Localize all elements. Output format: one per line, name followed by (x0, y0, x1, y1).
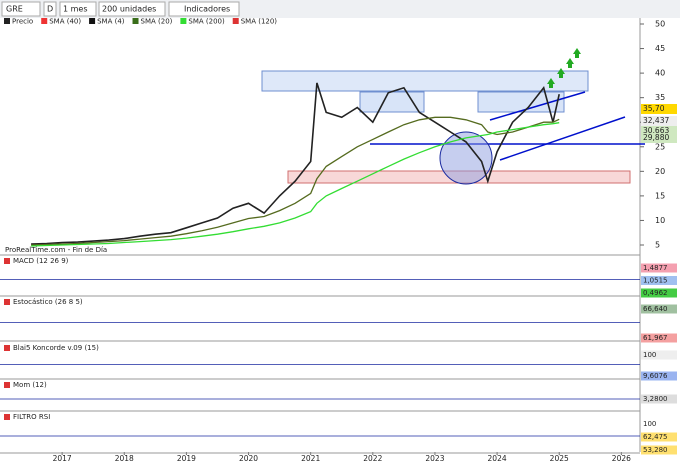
panel-label: FILTRO RSI (13, 413, 50, 421)
arrows (547, 48, 581, 88)
x-tick-label: 2026 (612, 454, 631, 463)
x-tick-label: 2017 (53, 454, 72, 463)
panel-value-box (641, 288, 677, 298)
zone (477, 91, 565, 113)
legend-label: SMA (20) (141, 18, 173, 26)
price-tag (641, 133, 677, 143)
channel (489, 91, 586, 121)
watermark: ProRealTime.com - Fin de Día (5, 246, 107, 254)
panel-value: 61,967 (643, 334, 668, 342)
legend-swatch (180, 18, 187, 24)
legend-swatch (4, 18, 10, 24)
panel-value: 3,2800 (643, 395, 668, 403)
y-tick-label: 40 (655, 69, 665, 78)
panel-value-box (641, 432, 677, 442)
price-tag-label: 30,663 (643, 126, 669, 135)
circle (439, 131, 493, 185)
panel-value-box (641, 350, 677, 360)
panel-value-box (641, 445, 677, 455)
plot: 5045403530252015105201720182019202020212… (31, 20, 677, 463)
panel-value: 1,4877 (643, 264, 668, 272)
legend-label: Precio (12, 18, 33, 26)
price-tag-label: 29,880 (643, 133, 669, 142)
btn-label: 200 unidades (102, 5, 156, 14)
y-tick-label: 45 (655, 44, 665, 53)
y-tick-label: 5 (655, 241, 660, 250)
price-tag-label: 35,70 (643, 104, 665, 113)
y-tick-label: 10 (655, 216, 665, 225)
panel-label: MACD (12 26 9) (13, 257, 69, 265)
panel-icon (4, 414, 10, 420)
legend-swatch (89, 18, 96, 24)
panel-value-box (641, 419, 677, 429)
panel-icon (4, 299, 10, 305)
btn-label: D (47, 5, 53, 14)
btn[interactable] (168, 1, 240, 17)
legend-swatch (232, 18, 239, 24)
panel-value: 100 (643, 351, 656, 359)
x-tick-label: 2020 (239, 454, 258, 463)
series-line (31, 122, 560, 247)
panel-value-box (641, 276, 677, 285)
series-line (31, 82, 560, 245)
x-tick-label: 2022 (363, 454, 382, 463)
legend-swatch (132, 18, 139, 24)
panel-label: Estocástico (26 8 5) (13, 298, 83, 306)
price-tag (641, 126, 677, 136)
x-tick-label: 2019 (177, 454, 196, 463)
zone (261, 70, 589, 92)
panel-value-box (641, 304, 677, 314)
panel-icon (4, 258, 10, 264)
x-tick-label: 2024 (488, 454, 507, 463)
panel-value-box (641, 371, 677, 381)
symbol-box[interactable] (1, 1, 41, 17)
y-tick-label: 50 (655, 20, 665, 29)
panel-value-box (641, 263, 677, 273)
y-tick-label: 20 (655, 167, 665, 176)
x-tick-label: 2023 (425, 454, 444, 463)
panels: MACD (12 26 9) 1,4877 1,0515 0,4962 Estocást… (0, 257, 677, 455)
panel-value: 62,475 (643, 433, 668, 441)
panel-value: 0,4962 (643, 289, 668, 297)
legend: Precio SMA (40) SMA (4) SMA (20) SMA (200) SM… (4, 18, 277, 26)
x-tick-label: 2025 (550, 454, 569, 463)
price-tag (641, 116, 677, 126)
x-tick-label: 2018 (115, 454, 134, 463)
panel-value: 9,6076 (643, 372, 668, 380)
price-tag-label: 32,437 (643, 116, 669, 125)
panel-label: Blai5 Koncorde v.09 (15) (13, 344, 99, 352)
price-tag (641, 104, 677, 114)
panel-icon (4, 345, 10, 351)
series-line (31, 116, 560, 246)
y-tick-label: 35 (655, 93, 665, 102)
btn-label: Indicadores (184, 5, 230, 14)
legend-label: SMA (4) (97, 18, 125, 26)
panel-value-box (641, 333, 677, 343)
panel-value-box (641, 394, 677, 404)
panel-value: 66,640 (643, 305, 668, 313)
panel-value: 1,0515 (643, 277, 668, 285)
legend-swatch (41, 18, 48, 24)
legend-label: SMA (120) (241, 18, 278, 26)
symbol: GRE (6, 5, 23, 14)
zone (359, 91, 425, 113)
btn[interactable] (43, 1, 57, 17)
panel-label: Mom (12) (13, 381, 47, 389)
y-tick-label: 25 (655, 142, 665, 151)
btn[interactable] (59, 1, 97, 17)
btn-label: 1 mes (63, 5, 88, 14)
panel-value: 100 (643, 420, 656, 428)
panel-value: 53,280 (643, 446, 668, 454)
legend-label: SMA (200) (188, 18, 225, 26)
panel-icon (4, 382, 10, 388)
legend-label: SMA (40) (49, 18, 81, 26)
y-tick-label: 15 (655, 191, 665, 200)
channel (499, 116, 626, 161)
x-tick-label: 2021 (301, 454, 320, 463)
btn[interactable] (98, 1, 166, 17)
